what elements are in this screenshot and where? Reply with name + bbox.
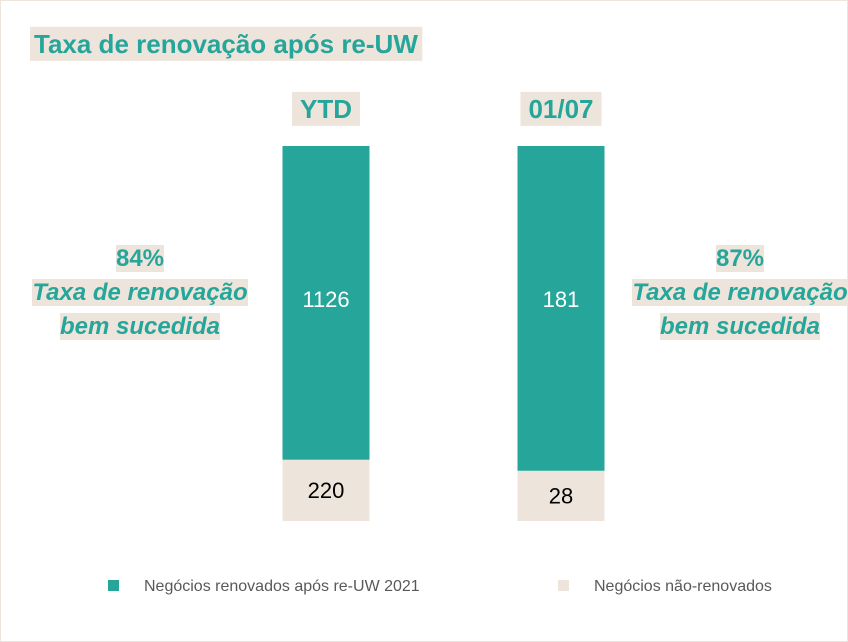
value-label: 181 — [543, 287, 580, 312]
x-tick-label: YTD — [300, 94, 352, 124]
legend-swatch — [108, 580, 119, 591]
annotation: 87% Taxa de renovação bem sucedida — [625, 242, 848, 344]
category-bg — [292, 91, 360, 126]
value-label: 220 — [308, 478, 345, 503]
category-bg — [520, 91, 602, 126]
legend-label: Negócios não-renovados — [594, 578, 772, 595]
title-bg — [30, 26, 423, 61]
annotation: 84% Taxa de renovação bem sucedida — [25, 242, 255, 344]
annotation-text: Taxa de renovação bem sucedida — [32, 279, 248, 340]
legend-swatch — [558, 580, 569, 591]
annotation-text: Taxa de renovação bem sucedida — [632, 279, 848, 340]
x-tick-label: 01/07 — [528, 94, 593, 124]
bar — [517, 470, 605, 521]
bar — [282, 459, 370, 521]
chart-title: Taxa de renovação após re-UW — [34, 29, 418, 59]
annotation-label: 84% — [115, 245, 165, 272]
bar — [282, 146, 370, 460]
bar — [517, 146, 605, 471]
value-label: 1126 — [302, 287, 349, 312]
value-label: 28 — [549, 484, 573, 509]
legend-label: Negócios renovados após re-UW 2021 — [144, 578, 420, 595]
annotation-label: 87% — [715, 245, 765, 272]
